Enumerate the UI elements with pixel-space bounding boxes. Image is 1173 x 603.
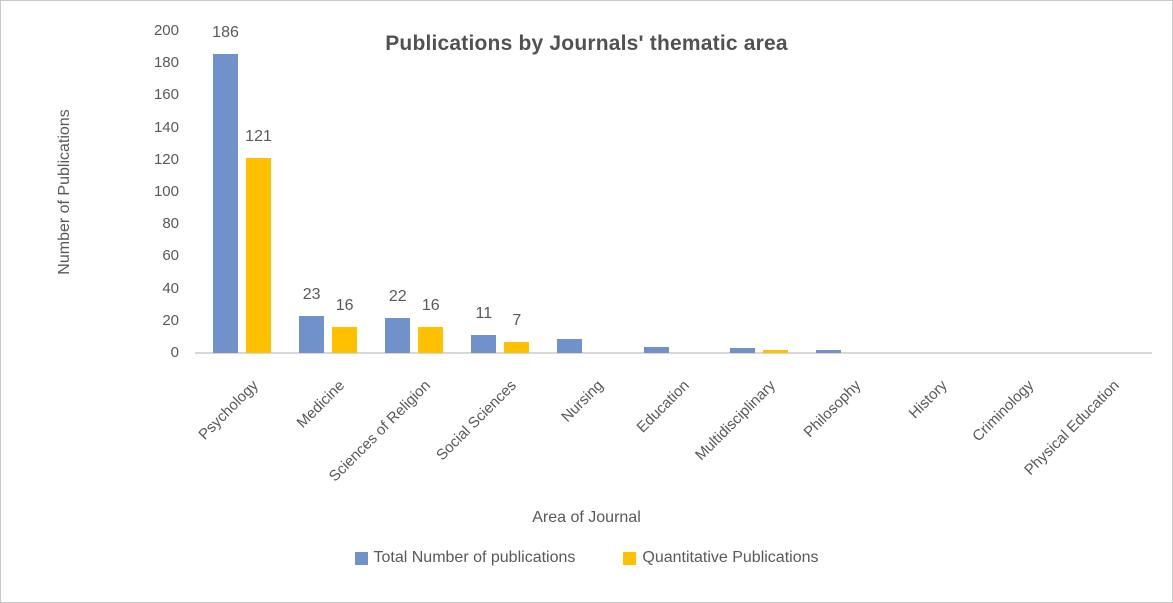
data-label: 7 xyxy=(512,311,522,329)
legend-label: Quantitative Publications xyxy=(642,549,819,566)
category-label: Multidisciplinary xyxy=(691,377,779,464)
y-axis-tick-label: 60 xyxy=(162,247,179,265)
bar-quantitative xyxy=(762,349,788,353)
bar-quantitative xyxy=(246,158,272,353)
legend-label: Total Number of publications xyxy=(373,549,576,566)
x-axis-line xyxy=(195,352,1152,354)
bar-quantitative xyxy=(418,327,444,353)
y-axis-tick-label: 120 xyxy=(153,150,179,168)
y-axis-tick-label: 200 xyxy=(153,22,179,39)
data-label: 22 xyxy=(388,287,407,305)
legend-item: Quantitative Publications xyxy=(623,549,819,567)
data-label: 23 xyxy=(302,285,321,303)
legend-item: Total Number of publications xyxy=(354,549,576,567)
bar-total xyxy=(299,315,325,353)
y-axis-tick-label: 160 xyxy=(153,86,179,104)
data-label: 16 xyxy=(335,297,354,315)
data-label: 186 xyxy=(212,23,239,41)
category-label: Psychology xyxy=(195,377,263,444)
chart-title: Publications by Journals' thematic area xyxy=(385,32,788,55)
bar-total xyxy=(557,338,583,353)
bar-total xyxy=(385,317,411,353)
y-axis-tick-label: 0 xyxy=(170,344,179,361)
y-axis-tick-label: 180 xyxy=(153,54,179,72)
legend-swatch xyxy=(354,551,368,565)
bar-total xyxy=(815,349,841,353)
y-axis-tick-label: 80 xyxy=(162,215,179,233)
bar-total xyxy=(729,348,755,353)
legend-swatch xyxy=(623,551,637,565)
legend: Total Number of publications Quantitative… xyxy=(1,549,1172,567)
data-label: 11 xyxy=(475,305,493,323)
category-label: Medicine xyxy=(293,377,349,432)
category-label: History xyxy=(905,377,951,423)
bar-total xyxy=(213,53,239,353)
y-axis-tick-label: 40 xyxy=(162,279,179,297)
category-label: Nursing xyxy=(557,377,607,426)
category-label: Social Sciences xyxy=(433,377,521,464)
category-label: Education xyxy=(633,377,693,437)
bar-quantitative xyxy=(504,341,530,353)
bar-quantitative xyxy=(332,327,358,353)
category-label: Criminology xyxy=(968,377,1037,446)
data-label: 121 xyxy=(245,128,272,146)
y-axis-title: Number of Publications xyxy=(56,109,73,275)
y-axis-tick-label: 140 xyxy=(153,118,179,136)
bar-total xyxy=(471,335,497,353)
bar-total xyxy=(643,346,669,353)
x-axis-title: Area of Journal xyxy=(532,509,641,526)
plot-area: 186 23 22 11 121 16 16 7 Psychology Medicine Scien… xyxy=(195,24,1152,485)
category-label: Physical Education xyxy=(1021,377,1123,479)
data-label: 16 xyxy=(421,297,440,315)
y-axis-tick-label: 20 xyxy=(162,311,179,329)
category-label: Philosophy xyxy=(800,377,865,441)
y-axis-tick-label: 100 xyxy=(153,183,179,200)
